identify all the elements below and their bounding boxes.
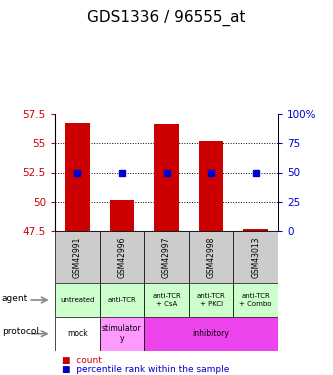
Text: anti-TCR
+ Combo: anti-TCR + Combo	[239, 294, 272, 306]
Text: inhibitory: inhibitory	[193, 329, 229, 338]
Text: anti-TCR
+ CsA: anti-TCR + CsA	[152, 294, 181, 306]
Bar	[199, 141, 223, 231]
Text: GSM42997: GSM42997	[162, 236, 171, 278]
Text: mock: mock	[67, 329, 88, 338]
Bar	[100, 231, 144, 283]
Text: untreated: untreated	[60, 297, 95, 303]
Bar	[110, 200, 134, 231]
Bar	[144, 317, 278, 351]
Bar	[154, 124, 179, 231]
Bar	[233, 283, 278, 317]
Bar	[55, 317, 100, 351]
Bar	[100, 283, 144, 317]
Bar	[189, 283, 233, 317]
Text: agent: agent	[2, 294, 28, 303]
Text: stimulator
y: stimulator y	[102, 324, 142, 344]
Text: ■  count: ■ count	[62, 356, 102, 364]
Bar	[233, 231, 278, 283]
Bar	[189, 231, 233, 283]
Text: GDS1336 / 96555_at: GDS1336 / 96555_at	[87, 9, 246, 26]
Bar	[144, 231, 189, 283]
Text: GSM42998: GSM42998	[206, 236, 216, 278]
Text: ■  percentile rank within the sample: ■ percentile rank within the sample	[62, 364, 229, 374]
Text: GSM42991: GSM42991	[73, 236, 82, 278]
Bar	[100, 317, 144, 351]
Bar	[144, 283, 189, 317]
Text: GSM42996: GSM42996	[117, 236, 127, 278]
Text: GSM43013: GSM43013	[251, 236, 260, 278]
Text: anti-TCR
+ PKCi: anti-TCR + PKCi	[197, 294, 225, 306]
Bar	[55, 231, 100, 283]
Bar	[65, 123, 90, 231]
Text: protocol: protocol	[2, 327, 39, 336]
Text: anti-TCR: anti-TCR	[108, 297, 136, 303]
Bar	[55, 283, 100, 317]
Bar	[243, 230, 268, 231]
